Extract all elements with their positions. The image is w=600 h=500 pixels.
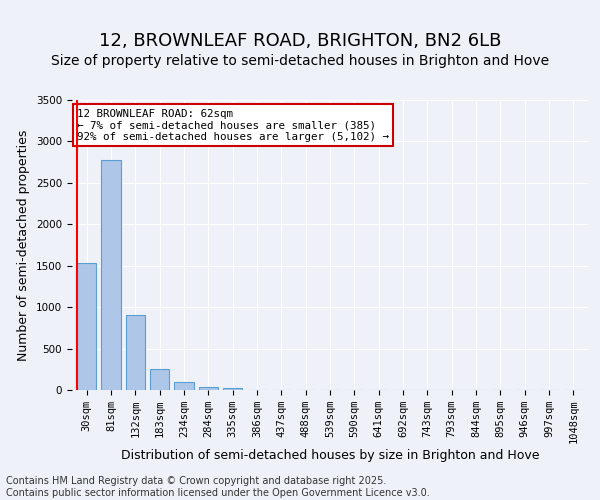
Text: 12 BROWNLEAF ROAD: 62sqm
← 7% of semi-detached houses are smaller (385)
92% of s: 12 BROWNLEAF ROAD: 62sqm ← 7% of semi-de… bbox=[77, 108, 389, 142]
Bar bbox=[77, 263, 97, 390]
Y-axis label: Number of semi-detached properties: Number of semi-detached properties bbox=[17, 130, 31, 360]
Bar bbox=[101, 160, 121, 390]
Bar bbox=[174, 382, 194, 390]
Bar bbox=[125, 316, 145, 390]
Bar bbox=[150, 370, 169, 390]
Text: Contains HM Land Registry data © Crown copyright and database right 2025.
Contai: Contains HM Land Registry data © Crown c… bbox=[6, 476, 430, 498]
X-axis label: Distribution of semi-detached houses by size in Brighton and Hove: Distribution of semi-detached houses by … bbox=[121, 449, 539, 462]
Text: Size of property relative to semi-detached houses in Brighton and Hove: Size of property relative to semi-detach… bbox=[51, 54, 549, 68]
Bar bbox=[223, 388, 242, 390]
Text: 12, BROWNLEAF ROAD, BRIGHTON, BN2 6LB: 12, BROWNLEAF ROAD, BRIGHTON, BN2 6LB bbox=[99, 32, 501, 50]
Bar bbox=[199, 387, 218, 390]
